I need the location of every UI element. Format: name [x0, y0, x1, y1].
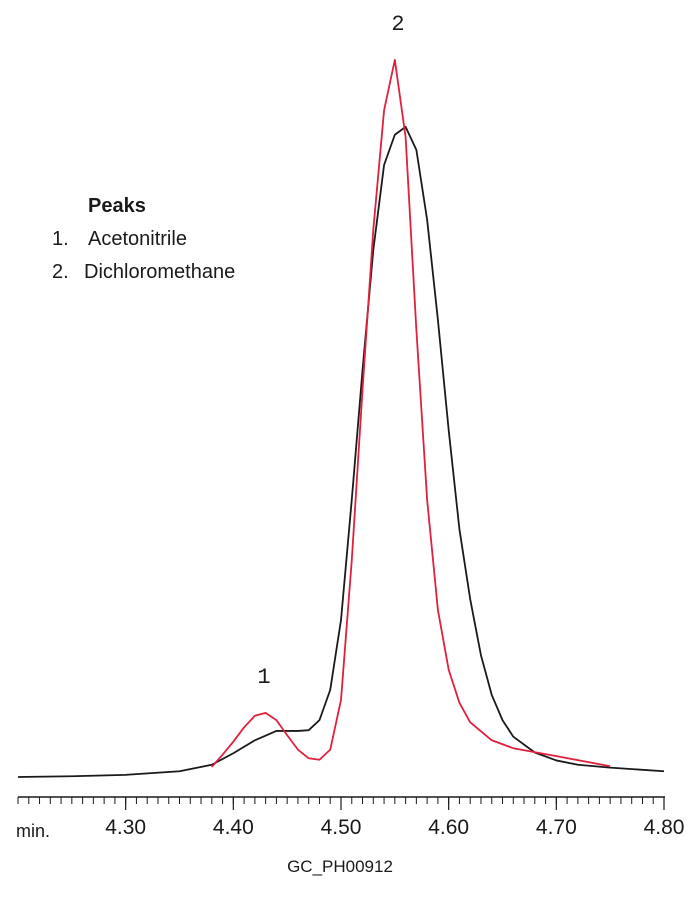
x-tick-label: 4.30 — [105, 816, 146, 839]
x-tick-label: 4.70 — [536, 816, 577, 839]
x-tick-label: 4.50 — [321, 816, 362, 839]
legend-name: Dichloromethane — [84, 261, 235, 283]
chromatogram-line — [211, 58, 611, 768]
chromatogram-line — [17, 125, 665, 778]
legend-name: Acetonitrile — [88, 228, 187, 250]
x-axis-label: min. — [16, 821, 50, 841]
legend-number: 2. — [52, 261, 69, 283]
x-tick-label: 4.40 — [213, 816, 254, 839]
legend-number: 1. — [52, 228, 69, 250]
peak-label: 2 — [391, 12, 404, 37]
peak-label: 1 — [257, 665, 270, 690]
x-tick-label: 4.60 — [428, 816, 469, 839]
x-tick-label: 4.80 — [644, 816, 685, 839]
legend-title: Peaks — [88, 195, 146, 217]
caption: GC_PH00912 — [287, 857, 393, 876]
